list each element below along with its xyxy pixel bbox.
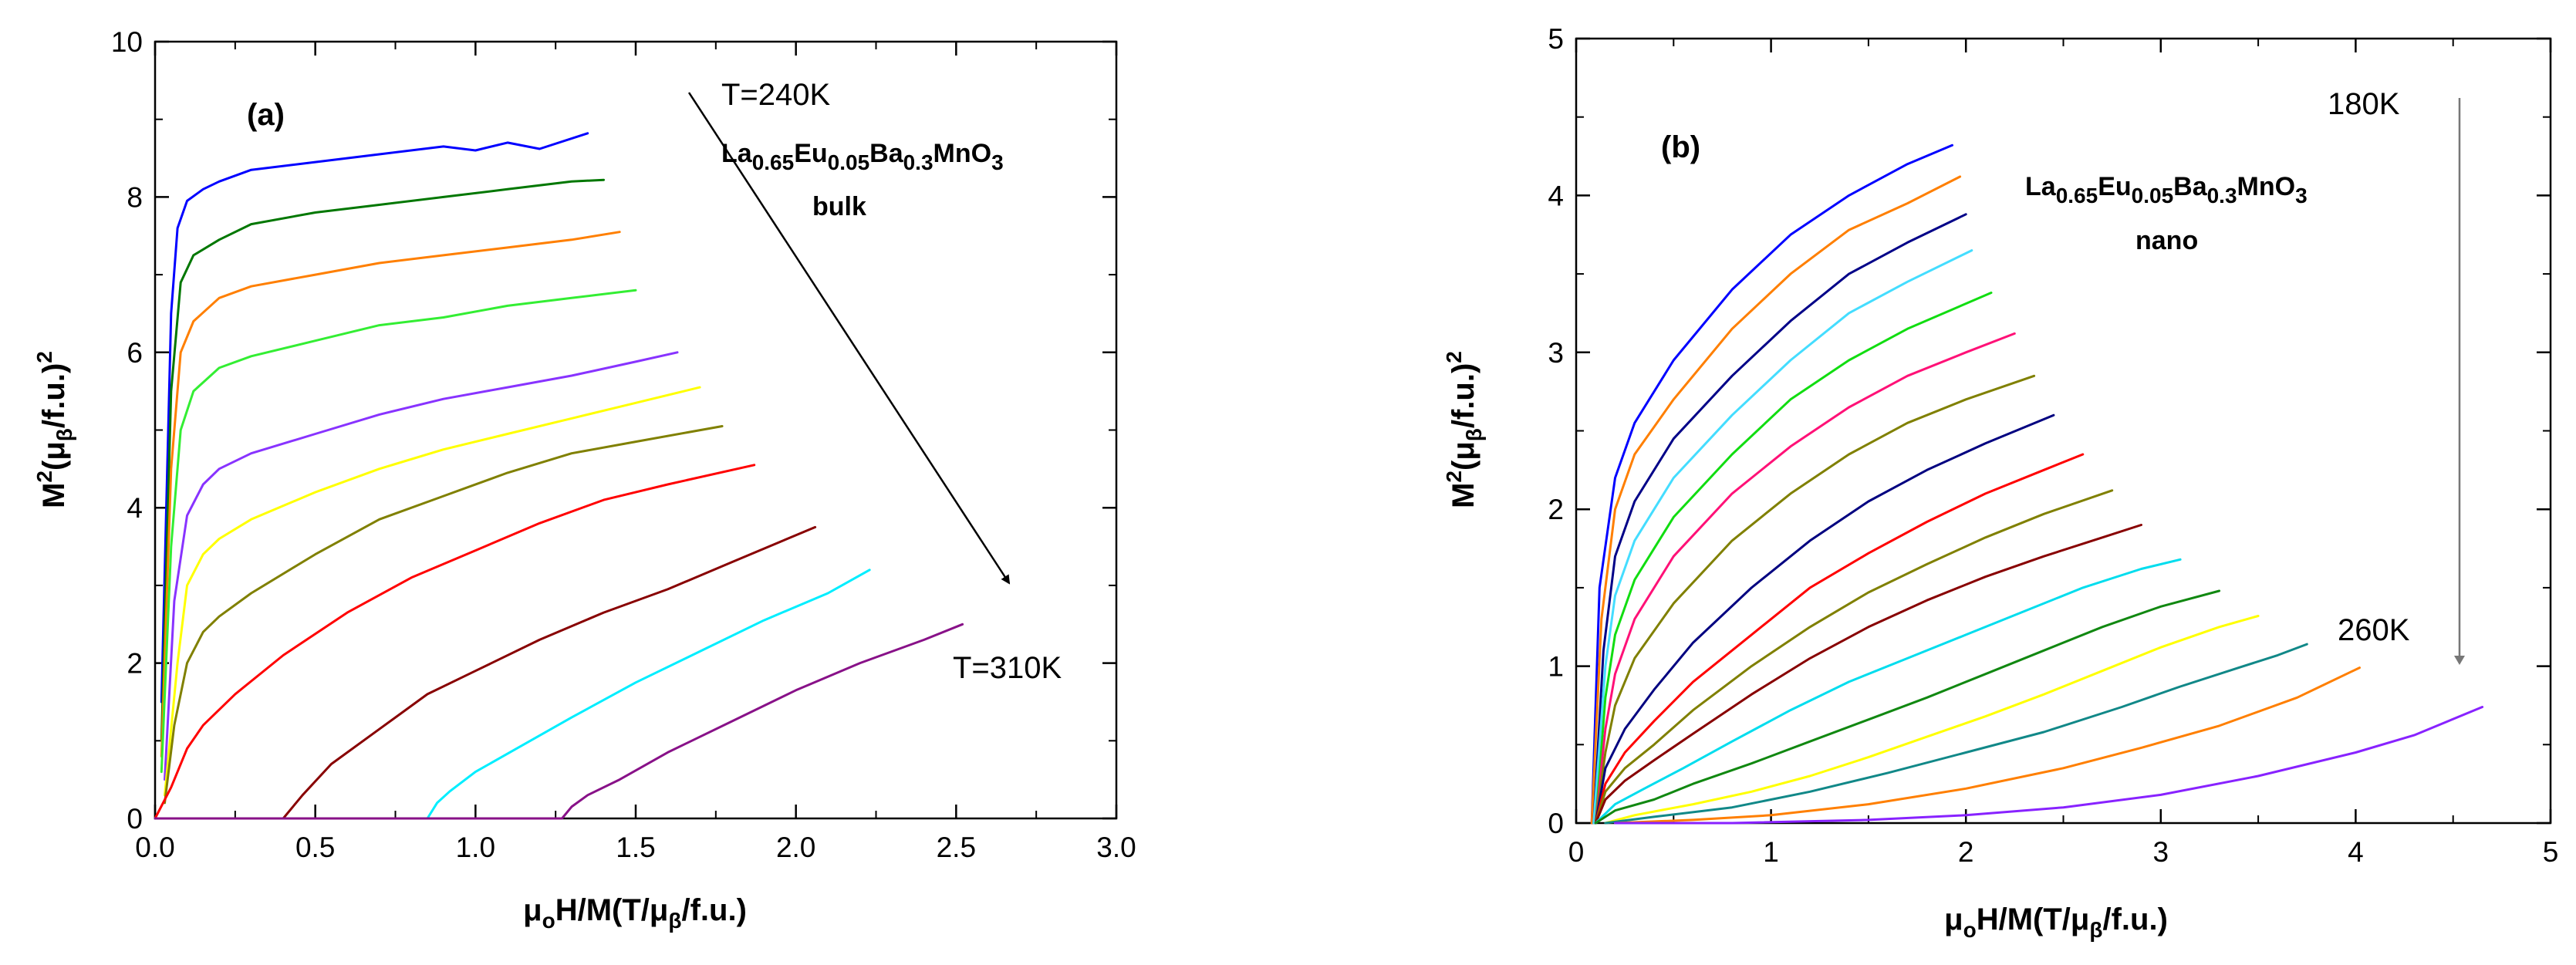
series-line-250K <box>1604 643 2308 825</box>
x-axis-label-b: μoH/M(T/μβ/f.u.) <box>1944 903 2168 942</box>
formula-subscript: 0.3 <box>2207 184 2237 208</box>
x-tick-label: 2.0 <box>776 832 815 863</box>
y-axis-label-b: M2(μβ/f.u.)2 <box>1442 351 1486 508</box>
x-tick-label: 0.5 <box>295 832 335 863</box>
series-line-295K <box>164 425 724 805</box>
series-line-280K <box>164 351 679 781</box>
formula-element: MnO <box>2237 172 2296 201</box>
series-line-215K <box>1594 413 2055 825</box>
series-line-260K <box>1614 706 2484 825</box>
formula-element: Ba <box>869 139 904 168</box>
sample-type-a: bulk <box>812 192 866 221</box>
y-tick-label: 10 <box>111 26 143 58</box>
series-line-205K <box>1594 332 2016 825</box>
x-tick-label: 1.5 <box>616 832 655 863</box>
y-tick-label: 4 <box>1548 180 1564 211</box>
series-line-245K <box>1604 615 2260 825</box>
series-line-190K <box>1592 213 1967 825</box>
series-line-180K <box>1590 143 1953 825</box>
series-line-220K <box>1594 453 2085 825</box>
formula-element: Eu <box>794 139 827 168</box>
formula-element: Ba <box>2173 172 2208 201</box>
formula-b: La0.65Eu0.05Ba0.3MnO3 <box>2025 172 2308 208</box>
y-tick-label: 0 <box>1548 808 1564 839</box>
ticks-a: 0.0 0.5 1.0 1.5 2.0 2.5 3.0 0 2 4 6 8 10 <box>111 26 1136 863</box>
series-line-270K <box>160 288 637 774</box>
y-tick-label: 4 <box>127 492 143 524</box>
formula-subscript: 3 <box>2295 184 2308 208</box>
series-line-225K <box>1594 489 2114 825</box>
temperature-start-b: 180K <box>2328 87 2400 121</box>
panel-label-b: (b) <box>1661 130 1700 164</box>
temperature-arrow-a <box>687 92 1011 585</box>
series-line-290K <box>164 386 701 797</box>
series-line-230K <box>1594 524 2142 825</box>
plot-frame-b <box>1575 37 2552 825</box>
x-tick-label: 2 <box>1958 836 1974 868</box>
panel-label-a: (a) <box>247 98 285 132</box>
ticks-b: 0 1 2 3 4 5 0 1 2 3 4 5 <box>1548 23 2558 868</box>
formula-a: La0.65Eu0.05Ba0.3MnO3 <box>721 139 1004 174</box>
series-line-303K <box>154 525 817 820</box>
x-tick-label: 0 <box>1568 836 1585 868</box>
x-tick-label: 4 <box>2348 836 2364 868</box>
x-tick-label: 2.5 <box>937 832 976 863</box>
series-line-200K <box>1594 292 1993 825</box>
x-tick-label: 0.0 <box>135 832 174 863</box>
y-tick-label: 6 <box>127 337 143 369</box>
x-axis-label-a: μoH/M(T/μβ/f.u.) <box>523 893 747 933</box>
series-line-195K <box>1592 249 1973 825</box>
formula-subscript: 0.05 <box>828 150 870 174</box>
formula-subscript: 0.65 <box>752 150 795 174</box>
formula-subscript: 0.3 <box>903 150 934 174</box>
series-line-250K <box>160 178 605 742</box>
sample-type-b: nano <box>2135 226 2198 255</box>
formula-element: Eu <box>2098 172 2131 201</box>
y-tick-label: 2 <box>127 648 143 680</box>
temperature-end-a: T=310K <box>953 651 1062 685</box>
x-tick-label: 5 <box>2543 836 2559 868</box>
y-tick-label: 8 <box>127 181 143 213</box>
formula-element: La <box>721 139 753 168</box>
formula-subscript: 0.65 <box>2056 184 2098 208</box>
y-tick-label: 1 <box>1548 651 1564 683</box>
series-line-240K <box>1594 589 2221 825</box>
series-line-260K <box>160 231 621 757</box>
series-line-300K <box>154 464 756 820</box>
series-line-210K <box>1594 374 2036 825</box>
y-tick-label: 3 <box>1548 337 1564 369</box>
formula-subscript: 3 <box>991 150 1004 174</box>
x-tick-label: 1 <box>1763 836 1779 868</box>
y-tick-label: 2 <box>1548 494 1564 525</box>
chart-panel-b: 0 1 2 3 4 5 0 1 2 3 4 5 (b) 180K 260K La0.65Eu0.05B… <box>1442 23 2558 942</box>
series-line-306K <box>154 569 871 820</box>
x-tick-label: 1.0 <box>456 832 495 863</box>
x-tick-label: 3.0 <box>1096 832 1136 863</box>
temperature-end-b: 260K <box>2338 613 2410 647</box>
y-axis-label-a: M2(μβ/f.u.)2 <box>32 351 76 508</box>
formula-subscript: 0.05 <box>2132 184 2174 208</box>
formula-element: La <box>2025 172 2057 201</box>
series-line-310K <box>154 623 964 820</box>
series-line-235K <box>1594 558 2182 825</box>
series-group-b <box>1590 143 2484 825</box>
series-line-255K <box>1614 666 2361 825</box>
temperature-start-a: T=240K <box>721 78 831 112</box>
series-line-185K <box>1590 175 1962 825</box>
y-tick-label: 0 <box>127 803 143 835</box>
formula-element: MnO <box>934 139 992 168</box>
y-tick-label: 5 <box>1548 23 1564 55</box>
x-tick-label: 3 <box>2153 836 2169 868</box>
series-group-a <box>154 132 964 820</box>
series-line-240K <box>160 132 589 704</box>
